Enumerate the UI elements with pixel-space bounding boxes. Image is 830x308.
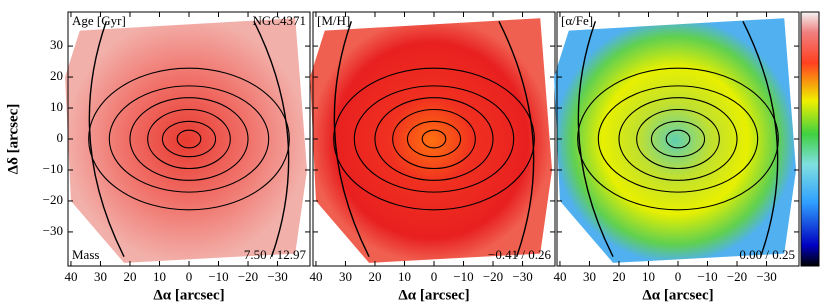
contour [108,85,270,193]
x-tick-label: 20 [123,269,136,284]
contour [147,108,231,170]
y-tick-label: 20 [50,68,63,83]
contour [665,129,691,149]
contour [374,97,494,181]
map-panel [310,18,553,263]
map [554,18,797,263]
x-tick-label: 20 [612,269,625,284]
x-tick-label: −20 [238,269,258,284]
contour [333,21,370,258]
contour [88,67,290,211]
panel-label: [α/Fe] [561,13,593,28]
y-tick-label: 0 [57,130,64,145]
contour [636,108,720,170]
map-panel [65,18,308,263]
x-tick-label: 40 [553,269,566,284]
x-tick-label: 10 [642,269,655,284]
y-tick-label: 30 [50,37,63,52]
x-tick-label: 30 [94,269,107,284]
x-tick-label: 30 [583,269,596,284]
x-tick-label: −10 [208,269,228,284]
contour [577,67,779,211]
map [310,18,553,263]
contour [421,129,447,149]
contour [392,108,476,170]
contour [333,67,535,211]
x-tick-label: −30 [267,269,287,284]
galaxy-name: NGC4371 [253,13,306,28]
colorbar [800,11,820,267]
contour [129,97,249,181]
y-tick-label: −10 [43,161,63,176]
range-label: 0.00 / 0.25 [739,247,795,262]
contour [498,20,535,257]
x-tick-label: 0 [186,269,193,284]
map [65,18,308,263]
y-axis-label: Δδ [arcsec] [5,104,21,175]
weighting-label: Mass [72,247,99,262]
panel-label: Age [Gyr] [72,13,126,28]
x-tick-label: 0 [675,269,682,284]
x-tick-label: 40 [64,269,77,284]
range-label: 7.50 / 12.97 [244,247,307,262]
x-tick-label: 30 [339,269,352,284]
contour [353,85,515,193]
x-axis-label: Δα [arcsec] [153,287,224,303]
contour [253,20,290,257]
x-tick-label: −10 [453,269,473,284]
contour [597,85,759,193]
x-tick-label: 10 [398,269,411,284]
contour [618,97,738,181]
x-tick-label: 10 [153,269,166,284]
x-tick-label: 20 [368,269,381,284]
x-tick-label: 0 [431,269,438,284]
x-tick-label: 40 [309,269,322,284]
map-panel [554,18,797,263]
x-axis-label: Δα [arcsec] [642,287,713,303]
y-tick-label: −20 [43,192,63,207]
contour [161,120,217,158]
x-tick-label: −20 [727,269,747,284]
y-tick-label: 10 [50,99,63,114]
contour [176,129,202,149]
range-label: −0.41 / 0.26 [488,247,551,262]
contour [650,120,706,158]
x-tick-label: −30 [512,269,532,284]
contour [406,120,462,158]
contour [88,21,125,258]
x-tick-label: −30 [756,269,776,284]
y-tick-label: −30 [43,223,63,238]
contour [577,21,614,258]
contour [742,20,779,257]
x-axis-label: Δα [arcsec] [398,287,469,303]
panel-label: [M/H] [317,13,350,28]
x-tick-label: −10 [697,269,717,284]
x-tick-label: −20 [483,269,503,284]
